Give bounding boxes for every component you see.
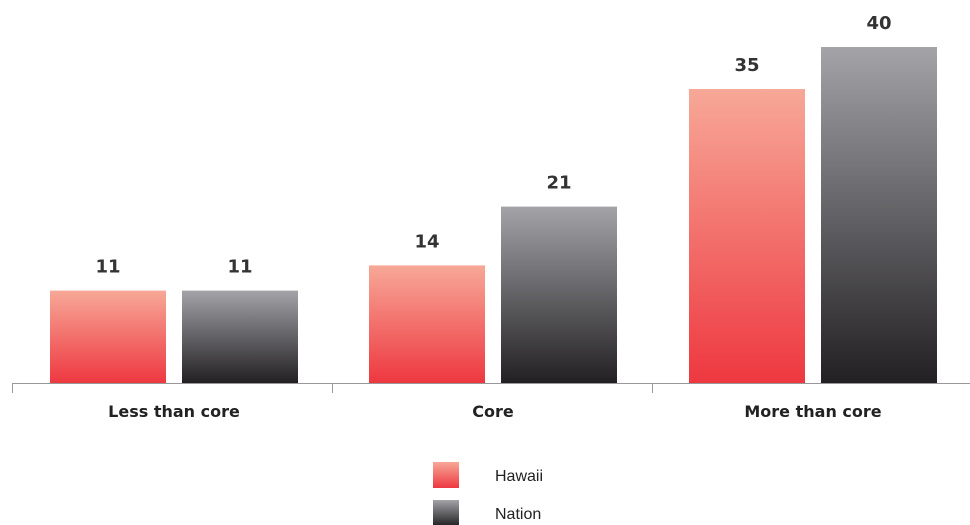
category-labels-group: Less than core Core More than core [108,402,882,421]
value-label-hawaii-1: 14 [414,231,439,252]
category-label-2: More than core [744,402,881,421]
legend-label-nation: Nation [495,506,541,523]
bar-hawaii-1 [369,265,485,383]
category-label-1: Core [472,402,514,421]
value-label-nation-1: 21 [546,173,571,194]
bar-hawaii-0 [50,290,166,383]
bar-nation-1 [501,206,617,383]
legend: Hawaii Nation [433,462,543,525]
value-label-hawaii-0: 11 [95,257,120,278]
legend-swatch-hawaii [433,462,459,488]
value-labels-group: 11 11 14 21 35 40 [95,13,891,278]
value-label-nation-2: 40 [866,13,891,34]
x-axis [12,383,970,393]
bars-group [50,47,937,383]
value-label-nation-0: 11 [227,257,252,278]
category-label-0: Less than core [108,402,240,421]
bar-nation-2 [821,47,937,383]
bar-hawaii-2 [689,89,805,383]
bar-nation-0 [182,290,298,383]
legend-swatch-nation [433,500,459,525]
legend-label-hawaii: Hawaii [495,468,543,485]
value-label-hawaii-2: 35 [734,55,759,76]
